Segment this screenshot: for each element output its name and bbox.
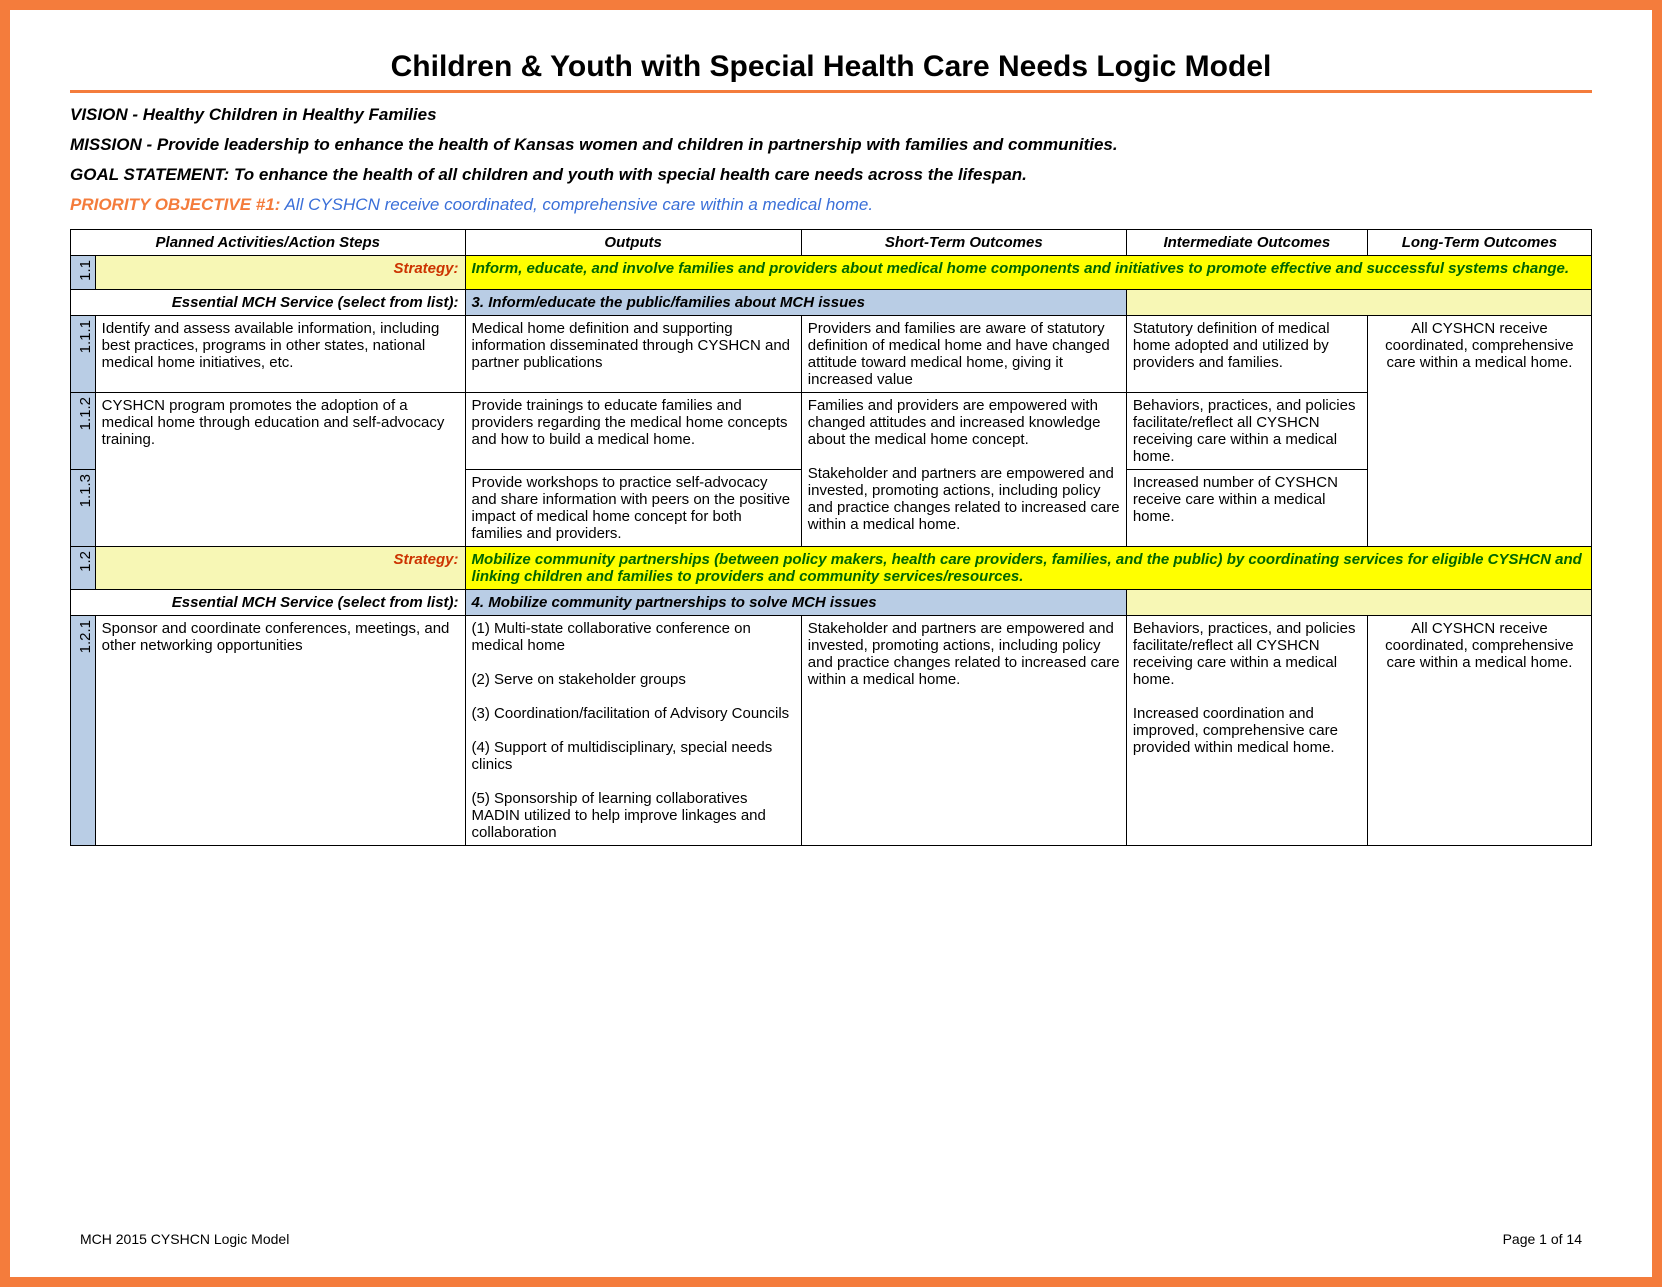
col-long: Long-Term Outcomes bbox=[1367, 230, 1591, 256]
inter-1-1-3: Increased number of CYSHCN receive care … bbox=[1126, 469, 1367, 546]
long-1-2: All CYSHCN receive coordinated, comprehe… bbox=[1367, 615, 1591, 845]
short-1-1-1: Providers and families are aware of stat… bbox=[801, 315, 1126, 392]
output-1-1-1: Medical home definition and supporting i… bbox=[465, 315, 801, 392]
output-1-2-1: (1) Multi-state collaborative conference… bbox=[465, 615, 801, 845]
activity-1-1-1: Identify and assess available informatio… bbox=[95, 315, 465, 392]
rownum-1-2-1: 1.2.1 bbox=[71, 615, 96, 845]
mch-label-1-1: Essential MCH Service (select from list)… bbox=[71, 289, 466, 315]
footer-left: MCH 2015 CYSHCN Logic Model bbox=[80, 1231, 289, 1247]
col-outputs: Outputs bbox=[465, 230, 801, 256]
row-1-2-1: 1.2.1 Sponsor and coordinate conferences… bbox=[71, 615, 1592, 845]
inter-1-1-1: Statutory definition of medical home ado… bbox=[1126, 315, 1367, 392]
row-1-1-2: 1.1.2 CYSHCN program promotes the adopti… bbox=[71, 392, 1592, 469]
inter-1-2-1: Behaviors, practices, and policies facil… bbox=[1126, 615, 1367, 845]
mission-line: MISSION - Provide leadership to enhance … bbox=[70, 135, 1592, 155]
title-underline bbox=[70, 90, 1592, 93]
rownum-1-1: 1.1 bbox=[71, 256, 96, 290]
output-1-1-2: Provide trainings to educate families an… bbox=[465, 392, 801, 469]
priority-label: PRIORITY OBJECTIVE #1: bbox=[70, 195, 280, 214]
strategy-row-1-2: 1.2 Strategy: Mobilize community partner… bbox=[71, 546, 1592, 589]
rownum-1-1-3: 1.1.3 bbox=[71, 469, 96, 546]
rownum-1-2: 1.2 bbox=[71, 546, 96, 589]
activity-1-2-1: Sponsor and coordinate conferences, meet… bbox=[95, 615, 465, 845]
activity-1-1-2: CYSHCN program promotes the adoption of … bbox=[95, 392, 465, 546]
short-1-2-1: Stakeholder and partners are empowered a… bbox=[801, 615, 1126, 845]
priority-line: PRIORITY OBJECTIVE #1: All CYSHCN receiv… bbox=[70, 195, 1592, 215]
col-short: Short-Term Outcomes bbox=[801, 230, 1126, 256]
output-1-1-3: Provide workshops to practice self-advoc… bbox=[465, 469, 801, 546]
goal-line: GOAL STATEMENT: To enhance the health of… bbox=[70, 165, 1592, 185]
logic-model-table: Planned Activities/Action Steps Outputs … bbox=[70, 229, 1592, 846]
mch-blank-1-2 bbox=[1126, 589, 1591, 615]
mch-row-1-2: Essential MCH Service (select from list)… bbox=[71, 589, 1592, 615]
row-1-1-1: 1.1.1 Identify and assess available info… bbox=[71, 315, 1592, 392]
footer-right: Page 1 of 14 bbox=[1503, 1231, 1582, 1247]
mch-text-1-2: 4. Mobilize community partnerships to so… bbox=[465, 589, 1126, 615]
strategy-text-1-1: Inform, educate, and involve families an… bbox=[465, 256, 1591, 290]
col-activities: Planned Activities/Action Steps bbox=[71, 230, 466, 256]
vision-line: VISION - Healthy Children in Healthy Fam… bbox=[70, 105, 1592, 125]
mch-row-1-1: Essential MCH Service (select from list)… bbox=[71, 289, 1592, 315]
strategy-text-1-2: Mobilize community partnerships (between… bbox=[465, 546, 1591, 589]
table-header-row: Planned Activities/Action Steps Outputs … bbox=[71, 230, 1592, 256]
rownum-1-1-2: 1.1.2 bbox=[71, 392, 96, 469]
strategy-label-1-1: Strategy: bbox=[95, 256, 465, 290]
short-1-1-2-3: Families and providers are empowered wit… bbox=[801, 392, 1126, 546]
mch-label-1-2: Essential MCH Service (select from list)… bbox=[71, 589, 466, 615]
long-1-1: All CYSHCN receive coordinated, comprehe… bbox=[1367, 315, 1591, 546]
page-frame: Children & Youth with Special Health Car… bbox=[0, 0, 1662, 1287]
col-inter: Intermediate Outcomes bbox=[1126, 230, 1367, 256]
mch-text-1-1: 3. Inform/educate the public/families ab… bbox=[465, 289, 1126, 315]
strategy-label-1-2: Strategy: bbox=[95, 546, 465, 589]
page-title: Children & Youth with Special Health Car… bbox=[70, 50, 1592, 84]
page-footer: MCH 2015 CYSHCN Logic Model Page 1 of 14 bbox=[80, 1231, 1582, 1247]
mch-blank-1-1 bbox=[1126, 289, 1591, 315]
rownum-1-1-1: 1.1.1 bbox=[71, 315, 96, 392]
inter-1-1-2: Behaviors, practices, and policies facil… bbox=[1126, 392, 1367, 469]
strategy-row-1-1: 1.1 Strategy: Inform, educate, and invol… bbox=[71, 256, 1592, 290]
priority-text: All CYSHCN receive coordinated, comprehe… bbox=[280, 195, 873, 214]
